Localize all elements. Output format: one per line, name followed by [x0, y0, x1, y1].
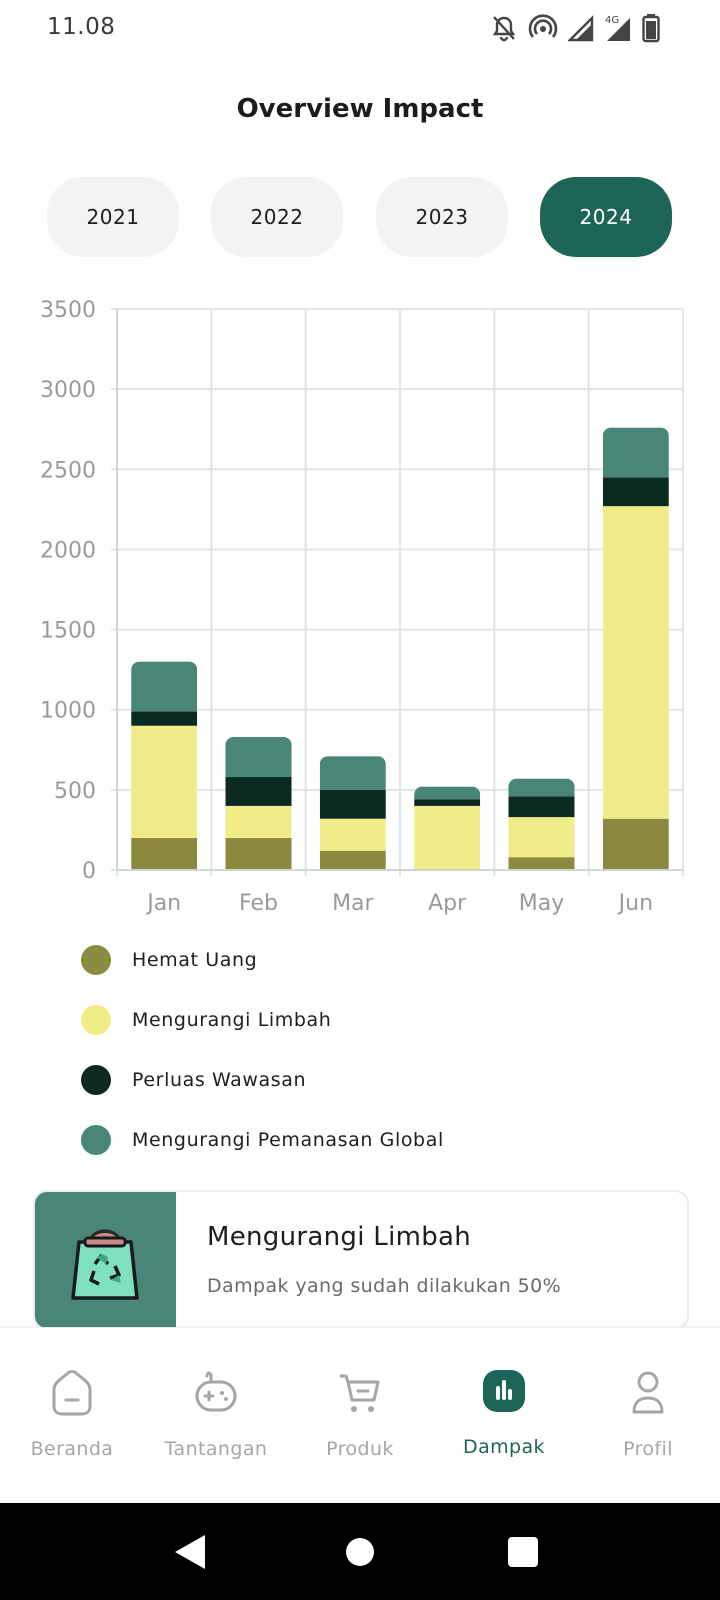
bar-segment-mar-2	[319, 789, 386, 819]
bar-segment-apr-2	[414, 799, 481, 806]
bar-segment-feb-3	[225, 736, 292, 778]
x-tick-label: Mar	[332, 891, 374, 916]
impact-card-subtitle: Dampak yang sudah dilakukan 50%	[207, 1275, 562, 1297]
nav-item-dampak[interactable]: Dampak	[432, 1328, 576, 1504]
legend-dot	[81, 945, 111, 975]
chart-svg: 0 500 1000 1500 2000 2500 3000 3500 Jan Feb Mar Apr…	[40, 298, 684, 916]
nav-label: Beranda	[30, 1438, 114, 1460]
bottom-navigation: Beranda Tantangan Produk Dampak	[0, 1327, 720, 1503]
legend-label: Mengurangi Limbah	[132, 1009, 332, 1031]
bar-segment-jan-3	[131, 661, 198, 712]
bar-segment-jun-3	[602, 427, 669, 478]
cart-icon	[339, 1374, 380, 1412]
bar-segment-feb-1	[225, 805, 292, 838]
impact-card-title: Mengurangi Limbah	[207, 1222, 472, 1252]
bar-segment-mar-0	[319, 850, 386, 870]
person-icon	[632, 1371, 664, 1414]
status-bar: 11.08 4G	[0, 0, 720, 56]
status-icons: 4G	[490, 12, 660, 44]
legend-label: Perluas Wawasan	[132, 1069, 307, 1091]
bar-segment-may-2	[508, 796, 575, 818]
y-tick-label: 500	[54, 779, 96, 804]
year-tab-2024[interactable]: 2024	[540, 177, 672, 257]
y-tick-label: 3500	[40, 298, 96, 323]
legend-label: Mengurangi Pemanasan Global	[132, 1129, 444, 1151]
status-time: 11.08	[47, 14, 116, 40]
y-tick-label: 3000	[40, 378, 96, 403]
nav-item-tantangan[interactable]: Tantangan	[144, 1328, 288, 1504]
network-type-label: 4G	[605, 15, 619, 26]
home-circle-icon	[346, 1537, 374, 1566]
bar-segment-jan-0	[131, 837, 198, 870]
hotspot-icon	[528, 14, 558, 38]
y-tick-label: 2500	[40, 458, 96, 483]
year-tab-2021[interactable]: 2021	[47, 177, 179, 257]
system-back-button[interactable]	[140, 1503, 240, 1600]
bar-segment-jan-2	[131, 711, 198, 726]
bar-segment-jun-2	[602, 477, 669, 507]
bar-segment-mar-1	[319, 818, 386, 851]
system-recents-button[interactable]	[473, 1503, 573, 1600]
impact-card[interactable]: Mengurangi Limbah Dampak yang sudah dila…	[33, 1190, 689, 1330]
bar-segment-feb-0	[225, 837, 292, 870]
impact-icon-box	[35, 1192, 176, 1328]
nav-label: Dampak	[463, 1436, 545, 1458]
y-tick-label: 0	[82, 859, 96, 884]
legend-item-hemat-uang: Hemat Uang	[81, 944, 501, 976]
year-tabs: 2021 2022 2023 2024	[47, 177, 673, 257]
nav-item-profil[interactable]: Profil	[576, 1328, 720, 1504]
nav-label: Profil	[623, 1438, 673, 1460]
bar-segment-apr-3	[414, 786, 481, 800]
bar-segment-apr-1	[414, 805, 481, 870]
signal-4g-icon: 4G	[605, 15, 630, 41]
home-icon	[52, 1370, 92, 1416]
legend-label: Hemat Uang	[132, 949, 258, 971]
nav-item-produk[interactable]: Produk	[288, 1328, 432, 1504]
gamepad-icon	[195, 1371, 237, 1412]
legend-dot	[81, 1005, 111, 1035]
notifications-off-icon	[492, 16, 516, 42]
bar-segment-mar-3	[319, 756, 386, 790]
bar-segment-may-0	[508, 857, 575, 870]
x-tick-label: Jun	[617, 891, 653, 916]
bar-segment-jun-1	[602, 506, 669, 819]
legend-dot	[81, 1065, 111, 1095]
y-tick-label: 2000	[40, 538, 96, 563]
year-tab-2022[interactable]: 2022	[211, 177, 343, 257]
system-navigation-bar	[0, 1503, 720, 1600]
year-tab-2023[interactable]: 2023	[376, 177, 508, 257]
x-tick-label: Apr	[428, 891, 467, 916]
signal-icon	[568, 15, 594, 42]
legend-item-perluas-wawasan: Perluas Wawasan	[81, 1064, 501, 1096]
bar-chart-icon	[483, 1370, 525, 1412]
bar-segment-jun-0	[602, 818, 669, 870]
y-tick-label: 1000	[40, 699, 96, 724]
x-tick-label: Feb	[239, 891, 278, 916]
nav-item-beranda[interactable]: Beranda	[0, 1328, 144, 1504]
nav-label: Produk	[326, 1438, 394, 1460]
y-tick-label: 1500	[40, 619, 96, 644]
impact-bar-chart: 0 500 1000 1500 2000 2500 3000 3500 Jan Feb Mar Apr…	[0, 290, 720, 920]
x-tick-label: Jan	[145, 891, 181, 916]
system-home-button[interactable]	[310, 1503, 410, 1600]
recycle-bag-icon	[71, 1229, 139, 1300]
page-title: Overview Impact	[236, 94, 484, 124]
bar-segment-may-1	[508, 817, 575, 858]
legend-dot	[81, 1125, 111, 1155]
nav-label: Tantangan	[164, 1438, 268, 1460]
battery-icon	[642, 14, 660, 43]
back-icon	[175, 1534, 205, 1569]
bar-segment-jan-1	[131, 725, 198, 838]
legend-item-pemanasan-global: Mengurangi Pemanasan Global	[81, 1124, 501, 1156]
x-tick-label: May	[519, 891, 564, 916]
bar-segment-feb-2	[225, 777, 292, 806]
recents-icon	[508, 1536, 538, 1567]
legend-item-mengurangi-limbah: Mengurangi Limbah	[81, 1004, 501, 1036]
bar-segment-may-3	[508, 778, 575, 797]
